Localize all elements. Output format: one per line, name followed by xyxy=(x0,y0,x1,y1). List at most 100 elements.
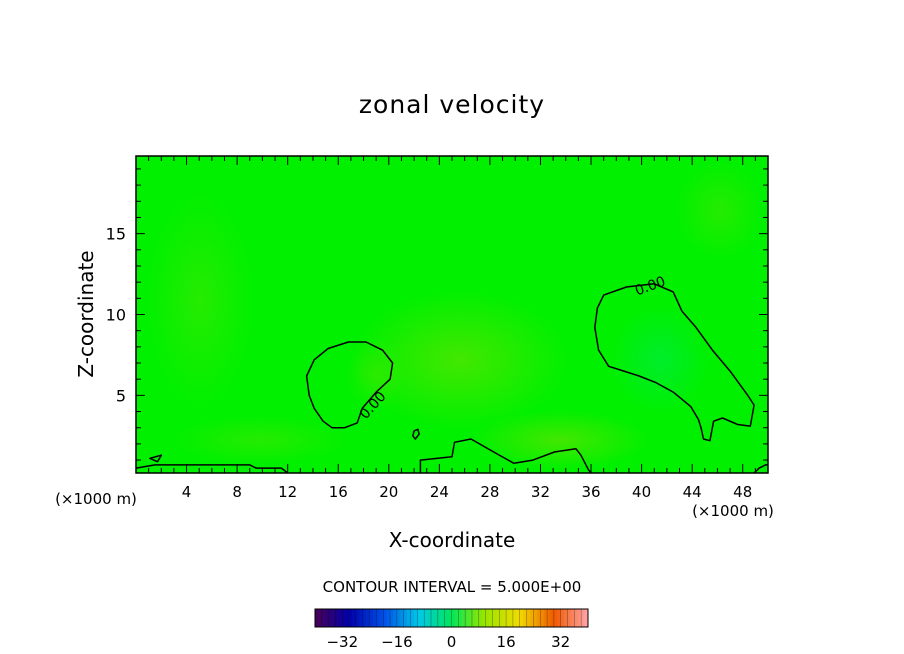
colorbar-cell xyxy=(400,609,405,627)
colorbar-cell xyxy=(495,609,500,627)
colorbar-cell xyxy=(335,609,340,627)
colorbar-cell xyxy=(386,609,391,627)
contour-small-loop xyxy=(412,428,420,440)
colorbar-cell xyxy=(369,609,374,627)
colorbar-cell xyxy=(345,609,350,627)
zero-contours xyxy=(136,283,768,473)
colorbar-cell xyxy=(553,609,558,627)
x-tick-label: 16 xyxy=(329,483,348,501)
colorbar-cell xyxy=(567,609,572,627)
x-tick-label: 48 xyxy=(733,483,752,501)
colorbar-cell xyxy=(461,609,466,627)
colorbar-tick-label: −16 xyxy=(381,633,413,651)
colorbar-cell xyxy=(564,609,568,627)
colorbar-cell xyxy=(448,609,452,627)
y-axis: 5 10 15 xyxy=(106,168,768,461)
colorbar-cell xyxy=(482,609,486,627)
field-shade xyxy=(470,410,650,470)
colorbar-cell xyxy=(349,609,353,627)
colorbar-cell xyxy=(550,609,555,627)
x-tick-label: 32 xyxy=(531,483,550,501)
colorbar-cell xyxy=(410,609,415,627)
colorbar-cell xyxy=(509,609,514,627)
x-tick-label: 12 xyxy=(278,483,297,501)
colorbar-cell xyxy=(328,609,333,627)
colorbar-cell xyxy=(321,609,326,627)
colorbar-cell xyxy=(547,609,551,627)
colorbar-cell xyxy=(362,609,367,627)
colorbar-cell xyxy=(352,609,357,627)
colorbar-cell xyxy=(451,609,456,627)
colorbar-cell xyxy=(383,609,387,627)
x-tick-label: 36 xyxy=(581,483,600,501)
colorbar-cell xyxy=(485,609,490,627)
colorbar-cell xyxy=(420,609,425,627)
colorbar-cell xyxy=(526,609,531,627)
y-axis-label: Z-coordinate xyxy=(74,250,98,377)
colorbar-cell xyxy=(441,609,445,627)
x-tick-label: 40 xyxy=(632,483,651,501)
x-tick-label: 20 xyxy=(379,483,398,501)
x-tick-label: 4 xyxy=(182,483,192,501)
x-tick-label: 44 xyxy=(683,483,702,501)
contour-interval-text: CONTOUR INTERVAL = 5.000E+00 xyxy=(323,578,582,596)
x-tick-label: 8 xyxy=(232,483,242,501)
contour-left-eddy xyxy=(305,341,394,429)
colorbar-cell xyxy=(454,609,459,627)
colorbar-cell xyxy=(366,609,370,627)
x-axis-label: X-coordinate xyxy=(389,528,516,552)
colorbar-cell xyxy=(512,609,517,627)
colorbar-cell xyxy=(584,609,589,627)
colorbar-cell xyxy=(519,609,524,627)
colorbar-cell xyxy=(543,609,548,627)
colorbar-cell xyxy=(489,609,493,627)
colorbar-cell xyxy=(342,609,347,627)
colorbar-cell xyxy=(478,609,483,627)
field-shade xyxy=(350,290,570,430)
contour-bottom-bump xyxy=(419,438,592,473)
x-unit-left: (×1000 m) xyxy=(55,490,137,508)
colorbar-cell xyxy=(318,609,323,627)
colorbar-cell xyxy=(373,609,377,627)
colorbar-cell xyxy=(359,609,364,627)
colorbar-tick-label: 32 xyxy=(551,633,570,651)
colorbar-cell xyxy=(458,609,463,627)
colorbar-cell xyxy=(574,609,579,627)
colorbar-cell xyxy=(413,609,418,627)
contour-right-eddy xyxy=(594,283,755,442)
colorbar-cell xyxy=(475,609,480,627)
contour-bottom-wave xyxy=(136,464,289,473)
colorbar-tick-label: −32 xyxy=(326,633,358,651)
colorbar-cell xyxy=(396,609,401,627)
colorbar-cell xyxy=(560,609,565,627)
colorbar-cell xyxy=(376,609,381,627)
colorbar-cell xyxy=(492,609,497,627)
colorbar-cell xyxy=(315,609,319,627)
colorbar-cell xyxy=(502,609,507,627)
colorbar-cell xyxy=(407,609,411,627)
colorbar-tick-label: 0 xyxy=(447,633,457,651)
colorbar-cell xyxy=(523,609,527,627)
colorbar-cell xyxy=(465,609,469,627)
chart-title: zonal velocity xyxy=(359,90,545,119)
x-tick-label: 28 xyxy=(480,483,499,501)
contour-right-corner xyxy=(753,464,768,473)
colorbar-cell xyxy=(468,609,473,627)
colorbar-frame xyxy=(314,608,589,628)
colorbar-cell xyxy=(581,609,585,627)
colorbar-cell xyxy=(570,609,575,627)
y-tick-label: 10 xyxy=(106,306,126,325)
colorbar-tick-label: 16 xyxy=(497,633,516,651)
colorbar-cell xyxy=(390,609,394,627)
colorbar-cell xyxy=(536,609,541,627)
colorbar-cell xyxy=(437,609,442,627)
colorbar-cell xyxy=(499,609,503,627)
colorbar-cell xyxy=(325,609,329,627)
colorbar-cell xyxy=(424,609,428,627)
x-axis: 4 8 12 16 20 24 28 32 36 40 44 48 xyxy=(148,156,756,501)
field-shade xyxy=(145,190,255,410)
field-shade xyxy=(345,340,405,410)
y-tick-label: 5 xyxy=(116,386,126,405)
colorbar-cell xyxy=(516,609,521,627)
